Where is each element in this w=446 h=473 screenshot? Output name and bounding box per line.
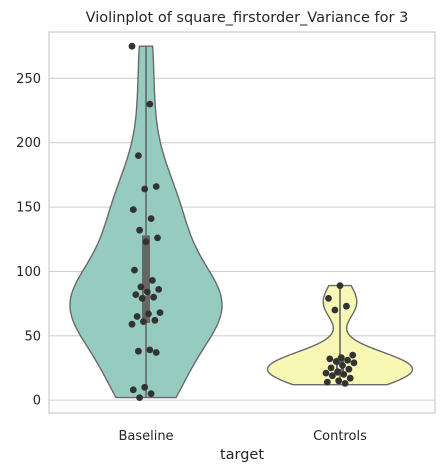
data-point — [327, 364, 335, 372]
data-point — [334, 368, 341, 376]
y-tick-label: 250 — [16, 72, 41, 87]
data-point — [154, 234, 161, 242]
data-point — [151, 316, 159, 324]
data-point — [326, 355, 334, 363]
data-point — [332, 358, 340, 365]
iqr-box — [142, 235, 150, 323]
data-point — [131, 266, 138, 274]
data-point — [135, 347, 142, 355]
data-point — [132, 291, 140, 298]
y-tick-label: 150 — [16, 201, 41, 216]
data-point — [129, 386, 137, 394]
data-point — [129, 206, 137, 214]
data-point — [141, 383, 149, 391]
data-point — [156, 309, 164, 316]
data-point — [143, 288, 151, 296]
data-point — [323, 378, 331, 386]
y-tick-label: 50 — [24, 329, 41, 344]
y-axis-ticks: 0 50 100 150 200 250 — [16, 72, 41, 409]
data-point — [142, 238, 150, 246]
strip-points — [128, 42, 358, 401]
data-point — [350, 359, 358, 367]
data-point — [336, 282, 344, 289]
data-point — [146, 100, 154, 108]
data-point — [349, 351, 357, 359]
data-point — [150, 293, 158, 301]
x-tick-label: Baseline — [118, 429, 173, 444]
plot-frame — [48, 31, 436, 414]
data-point — [329, 372, 336, 380]
data-point — [341, 380, 349, 387]
data-point — [137, 283, 145, 291]
data-point — [152, 183, 160, 190]
data-point — [141, 185, 149, 193]
x-tick-label: Controls — [313, 429, 367, 444]
data-point — [340, 371, 348, 378]
data-point — [135, 152, 142, 160]
data-point — [152, 349, 160, 356]
data-point — [335, 377, 343, 385]
data-point — [345, 365, 353, 373]
data-point — [133, 313, 141, 320]
data-point — [337, 354, 345, 362]
data-point — [322, 369, 330, 377]
data-point — [325, 295, 332, 302]
data-point — [140, 318, 147, 325]
data-point — [149, 277, 156, 284]
data-point — [145, 310, 152, 318]
data-point — [155, 286, 163, 293]
y-tick-label: 200 — [16, 136, 41, 151]
violins — [69, 45, 414, 399]
data-point — [128, 42, 136, 50]
data-point — [339, 362, 346, 369]
data-point — [128, 320, 136, 328]
data-point — [136, 394, 144, 401]
y-tick-label: 100 — [16, 265, 41, 280]
data-point — [146, 346, 154, 354]
data-point — [136, 226, 144, 234]
y-tick-label: 0 — [33, 394, 41, 409]
data-point — [331, 306, 339, 314]
data-point — [346, 374, 354, 382]
data-point — [147, 390, 155, 398]
data-point — [344, 356, 351, 364]
data-point — [138, 295, 146, 302]
x-axis-label: target — [220, 447, 264, 463]
data-point — [343, 302, 350, 310]
data-point — [147, 215, 155, 223]
chart-title: Violinplot of square_firstorder_Variance… — [86, 10, 409, 26]
x-axis-ticks: Baseline Controls — [118, 429, 367, 444]
